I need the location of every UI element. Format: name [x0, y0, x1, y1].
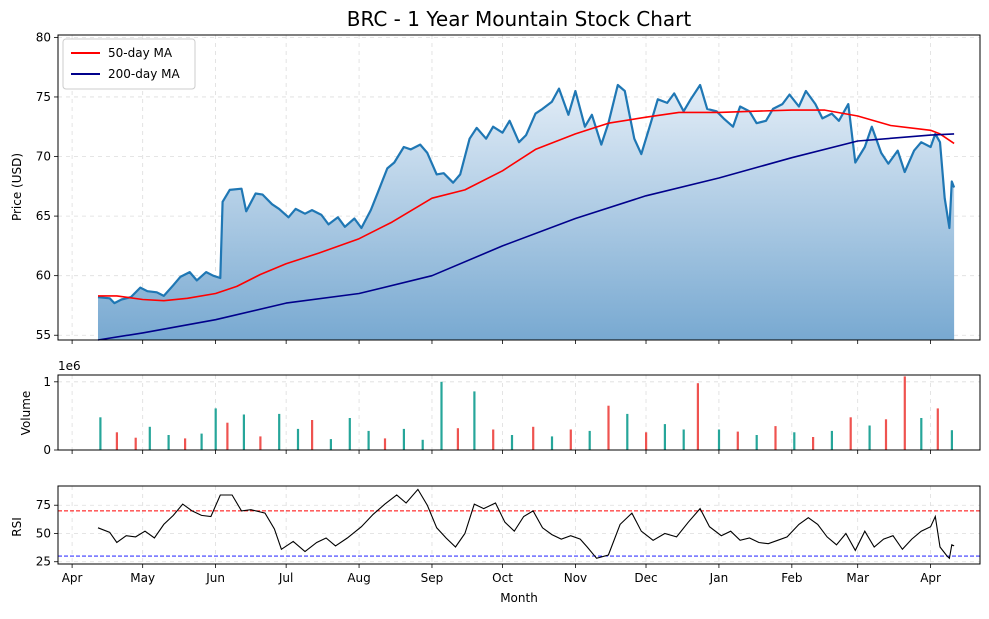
chart-title: BRC - 1 Year Mountain Stock Chart — [347, 7, 692, 31]
volume-bar — [473, 391, 476, 450]
volume-bar — [348, 418, 351, 450]
volume-plot-area — [58, 375, 980, 450]
rsi-y-tick-label: 75 — [36, 498, 51, 512]
volume-bar — [167, 435, 170, 450]
legend-label-ma200: 200-day MA — [108, 67, 180, 81]
price-y-tick-label: 65 — [36, 209, 51, 223]
volume-bar — [903, 376, 906, 450]
volume-bar — [259, 436, 262, 450]
price-y-tick-label: 60 — [36, 269, 51, 283]
volume-bar — [184, 438, 187, 450]
volume-bar — [884, 419, 888, 450]
volume-y-tick-label: 0 — [43, 443, 51, 457]
volume-bar — [830, 430, 833, 450]
volume-bar — [950, 430, 953, 450]
volume-bar — [278, 413, 281, 450]
rsi-frame — [57, 485, 981, 565]
volume-bar — [421, 439, 424, 450]
volume-bar — [134, 437, 137, 450]
x-tick-label: Jun — [205, 571, 225, 585]
volume-bar — [696, 383, 699, 450]
volume-bar — [510, 435, 514, 450]
volume-bar — [367, 430, 370, 450]
price-line — [97, 83, 956, 305]
volume-bar — [849, 417, 852, 450]
volume-bar — [569, 429, 572, 450]
rsi-line — [97, 488, 955, 560]
volume-bar — [115, 432, 118, 450]
x-tick-label: Aug — [347, 571, 370, 585]
x-tick-label: Jul — [278, 571, 293, 585]
volume-bar — [402, 428, 405, 450]
price-y-axis-label: Price (USD) — [10, 153, 24, 221]
volume-bar — [148, 426, 151, 450]
price-y-tick-label: 75 — [36, 90, 51, 104]
volume-bar — [645, 432, 648, 450]
x-tick-label: Jan — [709, 571, 729, 585]
volume-bar — [936, 408, 939, 450]
volume-bar — [812, 437, 815, 450]
volume-bar — [226, 422, 229, 450]
volume-bar — [588, 430, 591, 450]
volume-bar — [755, 435, 758, 450]
volume-bar — [793, 432, 796, 450]
legend: 50-day MA 200-day MA — [62, 38, 196, 90]
x-axis-label: Month — [500, 591, 538, 605]
volume-bar — [550, 436, 554, 450]
x-tick-label: Feb — [781, 571, 802, 585]
volume-bar — [329, 439, 332, 450]
volume-bar — [607, 405, 610, 450]
volume-offset-text: 1e6 — [58, 359, 81, 373]
volume-bar — [663, 424, 666, 450]
ma200-line — [97, 133, 955, 341]
legend-box — [62, 38, 196, 90]
volume-bar — [296, 428, 300, 450]
rsi-y-tick-label: 25 — [36, 555, 51, 569]
rsi-y-tick-label: 50 — [36, 526, 51, 540]
x-tick-label: Oct — [492, 571, 513, 585]
volume-bar — [99, 417, 102, 450]
volume-bar — [200, 433, 203, 450]
volume-bar — [736, 431, 739, 450]
volume-panel: 01 — [43, 374, 981, 457]
price-y-tick-label: 80 — [36, 30, 51, 44]
price-y-tick-label: 55 — [36, 328, 51, 342]
x-tick-label: Apr — [920, 571, 941, 585]
rsi-panel: 25 50 75 Apr May Jun Jul Aug Sep Oct Nov Dec Jan Feb M… — [36, 485, 981, 585]
volume-bar — [868, 425, 871, 450]
volume-bar — [774, 426, 777, 450]
x-tick-label: Sep — [421, 571, 444, 585]
volume-y-axis-label: Volume — [19, 391, 33, 436]
volume-bar — [456, 428, 459, 450]
volume-bar — [440, 381, 443, 450]
volume-bar — [242, 414, 245, 450]
rsi-plot-area — [58, 486, 980, 564]
ma50-line — [98, 109, 955, 302]
rsi-y-axis-label: RSI — [10, 517, 24, 537]
x-tick-label: Nov — [564, 571, 587, 585]
x-tick-label: Dec — [634, 571, 657, 585]
price-y-tick-label: 70 — [36, 150, 51, 164]
volume-bar — [717, 429, 721, 450]
price-mountain-area — [97, 85, 955, 340]
x-tick-label: May — [130, 571, 155, 585]
volume-y-tick-label: 1 — [43, 375, 51, 389]
volume-bar — [214, 408, 217, 450]
x-tick-label: Mar — [846, 571, 869, 585]
price-frame — [57, 34, 981, 341]
volume-bar — [682, 429, 685, 450]
volume-bar — [532, 426, 535, 450]
volume-bar — [492, 429, 495, 450]
legend-label-ma50: 50-day MA — [108, 46, 173, 60]
volume-bar — [311, 420, 314, 450]
price-panel: 55 60 65 70 75 80 — [36, 30, 981, 344]
volume-bar — [383, 438, 387, 450]
volume-bar — [626, 413, 629, 450]
volume-frame — [57, 374, 981, 451]
volume-bar — [920, 418, 923, 450]
x-tick-label: Apr — [62, 571, 83, 585]
